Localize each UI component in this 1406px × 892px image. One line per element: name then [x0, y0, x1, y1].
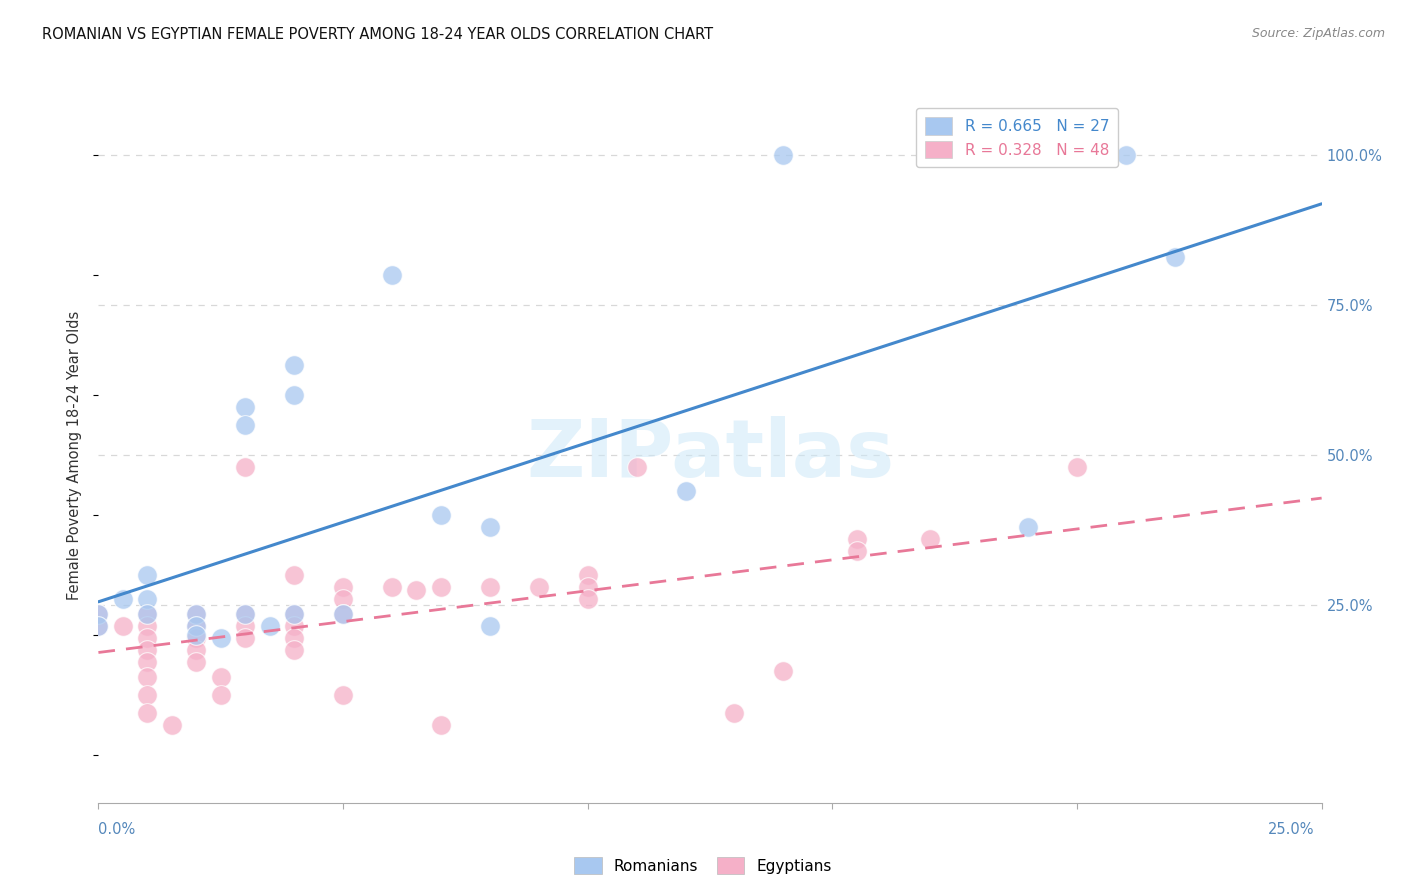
Point — [283, 567, 305, 582]
Point — [332, 607, 354, 621]
Point — [283, 358, 305, 372]
Point — [87, 607, 110, 621]
Text: ZIPatlas: ZIPatlas — [526, 416, 894, 494]
Point — [772, 148, 794, 162]
Point — [1115, 148, 1137, 162]
Point — [186, 655, 208, 669]
Text: 0.0%: 0.0% — [98, 822, 135, 837]
Point — [845, 544, 868, 558]
Point — [209, 688, 232, 702]
Point — [87, 607, 110, 621]
Text: 25.0%: 25.0% — [1268, 822, 1315, 837]
Point — [1017, 520, 1039, 534]
Point — [136, 706, 159, 720]
Point — [1066, 459, 1088, 474]
Point — [478, 619, 501, 633]
Point — [136, 688, 159, 702]
Point — [136, 607, 159, 621]
Point — [87, 619, 110, 633]
Point — [136, 591, 159, 606]
Point — [283, 388, 305, 402]
Point — [283, 643, 305, 657]
Point — [111, 591, 134, 606]
Point — [332, 591, 354, 606]
Point — [332, 607, 354, 621]
Point — [576, 567, 599, 582]
Point — [332, 580, 354, 594]
Point — [845, 532, 868, 546]
Point — [136, 607, 159, 621]
Point — [136, 631, 159, 645]
Point — [186, 643, 208, 657]
Point — [186, 628, 208, 642]
Point — [233, 459, 256, 474]
Point — [233, 400, 256, 414]
Point — [430, 508, 453, 522]
Point — [186, 619, 208, 633]
Point — [283, 619, 305, 633]
Point — [283, 631, 305, 645]
Point — [233, 619, 256, 633]
Point — [405, 582, 427, 597]
Point — [430, 580, 453, 594]
Point — [186, 619, 208, 633]
Point — [136, 619, 159, 633]
Point — [576, 580, 599, 594]
Point — [186, 607, 208, 621]
Point — [283, 607, 305, 621]
Point — [430, 718, 453, 732]
Point — [576, 591, 599, 606]
Point — [675, 483, 697, 498]
Point — [772, 664, 794, 678]
Point — [478, 520, 501, 534]
Point — [186, 607, 208, 621]
Point — [233, 607, 256, 621]
Point — [478, 580, 501, 594]
Point — [283, 607, 305, 621]
Point — [186, 631, 208, 645]
Legend: Romanians, Egyptians: Romanians, Egyptians — [568, 851, 838, 880]
Point — [136, 655, 159, 669]
Text: Source: ZipAtlas.com: Source: ZipAtlas.com — [1251, 27, 1385, 40]
Point — [233, 417, 256, 432]
Point — [160, 718, 183, 732]
Legend: R = 0.665   N = 27, R = 0.328   N = 48: R = 0.665 N = 27, R = 0.328 N = 48 — [915, 108, 1118, 168]
Point — [209, 670, 232, 684]
Point — [87, 619, 110, 633]
Point — [381, 580, 404, 594]
Point — [920, 532, 942, 546]
Point — [527, 580, 550, 594]
Point — [259, 619, 281, 633]
Point — [111, 619, 134, 633]
Point — [209, 631, 232, 645]
Point — [136, 567, 159, 582]
Y-axis label: Female Poverty Among 18-24 Year Olds: Female Poverty Among 18-24 Year Olds — [67, 310, 83, 599]
Point — [136, 670, 159, 684]
Point — [233, 631, 256, 645]
Point — [233, 607, 256, 621]
Point — [332, 688, 354, 702]
Point — [723, 706, 745, 720]
Point — [626, 459, 648, 474]
Point — [381, 268, 404, 282]
Point — [1164, 250, 1187, 264]
Text: ROMANIAN VS EGYPTIAN FEMALE POVERTY AMONG 18-24 YEAR OLDS CORRELATION CHART: ROMANIAN VS EGYPTIAN FEMALE POVERTY AMON… — [42, 27, 713, 42]
Point — [136, 643, 159, 657]
